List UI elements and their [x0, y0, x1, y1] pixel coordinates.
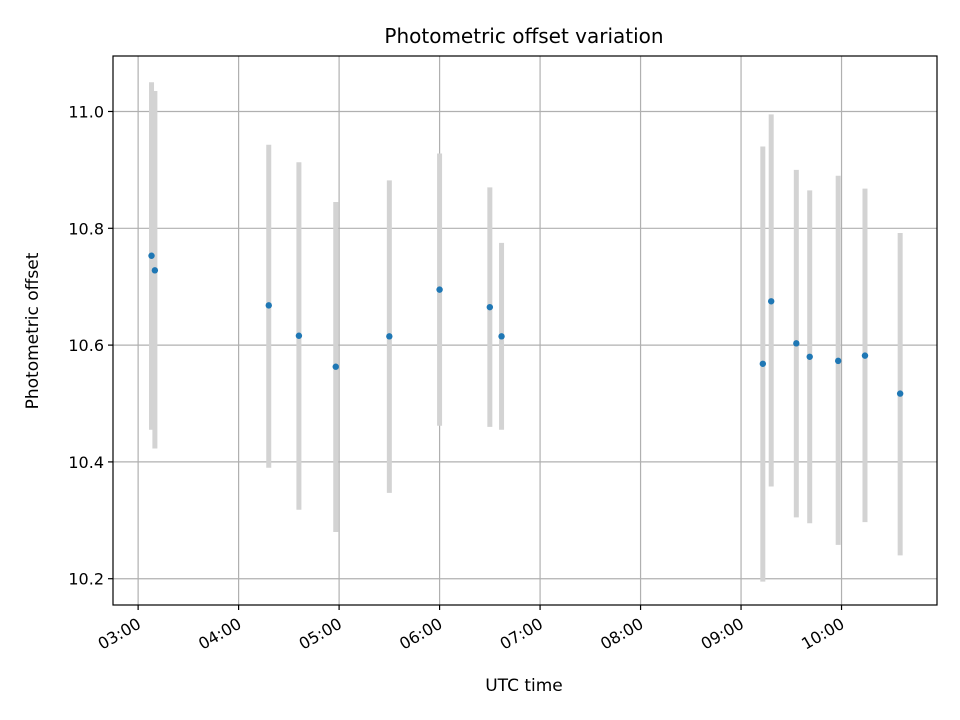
data-point	[486, 303, 494, 311]
data-point	[295, 332, 303, 339]
x-axis-label: UTC time	[485, 676, 563, 696]
chart-title: Photometric offset variation	[384, 24, 663, 48]
data-point	[148, 252, 155, 259]
data-point	[806, 353, 813, 360]
y-axis-label: Photometric offset	[23, 252, 43, 409]
y-tick-label: 10.4	[68, 453, 104, 472]
y-tick-label: 10.6	[68, 336, 104, 355]
data-points	[148, 252, 904, 397]
data-point	[834, 357, 842, 365]
data-point	[767, 298, 775, 305]
plot-frame	[112, 55, 938, 606]
data-point	[861, 352, 869, 359]
data-point	[436, 286, 443, 293]
data-point	[386, 333, 393, 340]
data-point	[793, 340, 800, 347]
grid	[113, 56, 937, 605]
y-tick-label: 10.8	[68, 219, 104, 238]
data-point	[265, 302, 272, 309]
data-point	[151, 267, 159, 274]
y-tick-label: 10.2	[68, 570, 104, 589]
data-point	[896, 390, 904, 397]
data-point	[759, 360, 767, 367]
data-point	[332, 363, 339, 370]
y-tick-label: 11.0	[68, 102, 104, 121]
data-point	[498, 333, 505, 340]
y-axis-ticks: 10.2 10.4 10.6 10.8 11.0	[68, 102, 113, 589]
